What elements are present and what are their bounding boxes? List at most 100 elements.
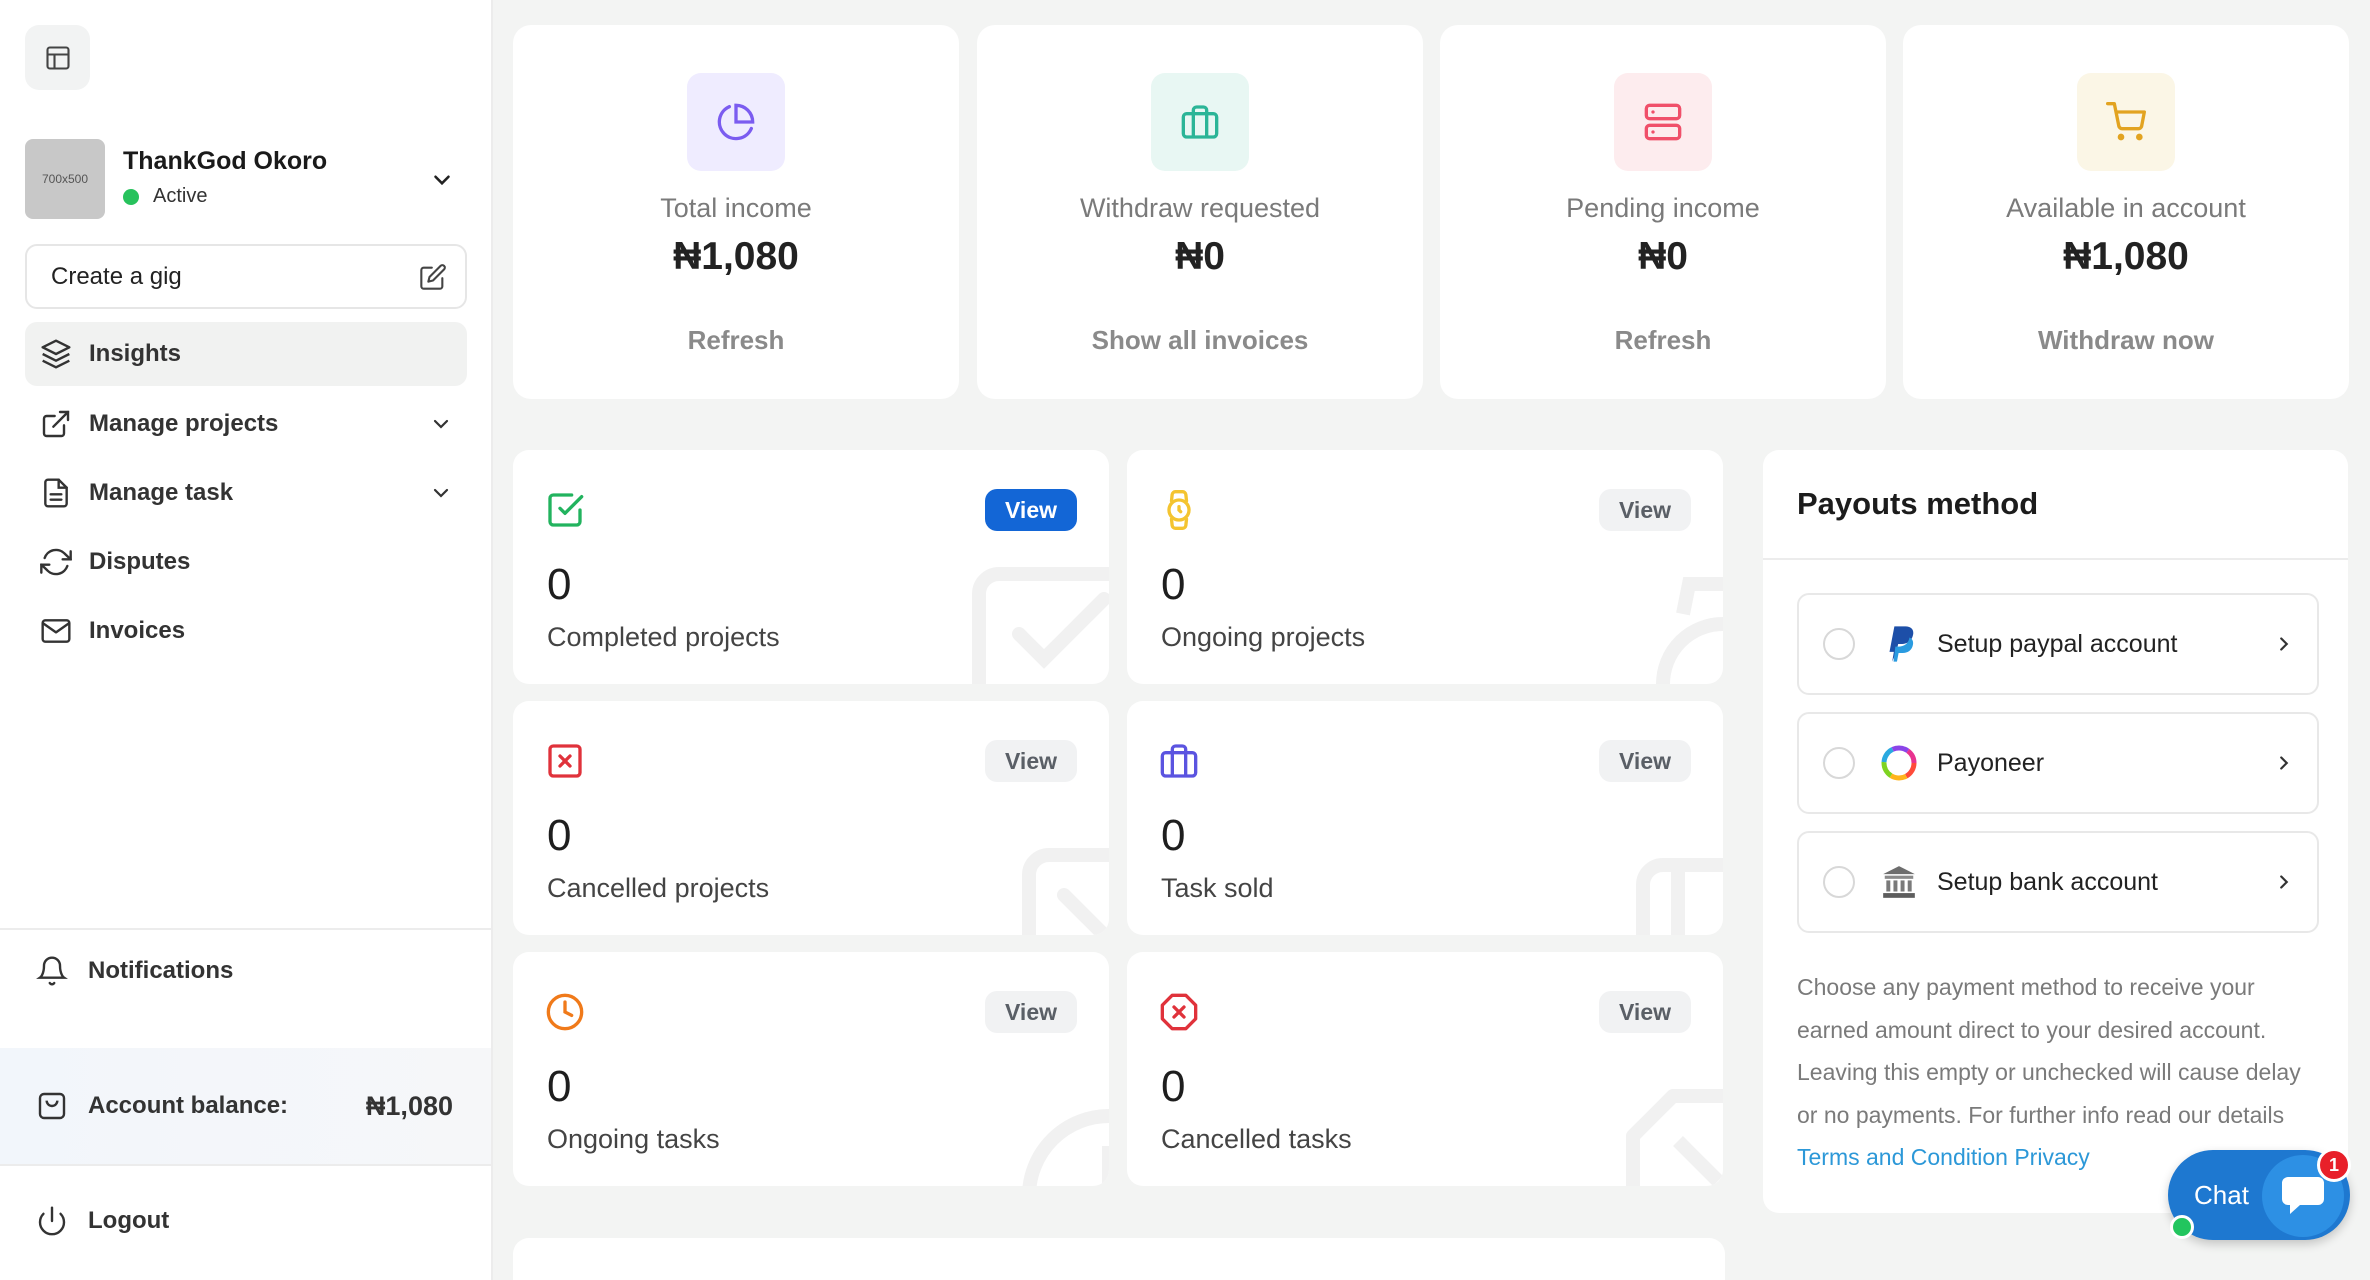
sidebar-item-label: Manage task <box>89 479 234 506</box>
create-gig-button[interactable]: Create a gig <box>25 244 467 309</box>
card-count: 0 <box>547 560 572 609</box>
view-button[interactable]: View <box>1599 489 1691 531</box>
view-button[interactable]: View <box>1599 991 1691 1033</box>
user-name: ThankGod Okoro <box>123 147 328 175</box>
payouts-method-panel: Payouts method Setup paypal account Payo… <box>1763 450 2348 1213</box>
account-balance-value: ₦1,080 <box>365 1090 453 1121</box>
account-balance: Account balance: ₦1,080 <box>0 1048 491 1164</box>
refresh-button[interactable]: Refresh <box>1614 325 1712 355</box>
withdraw-now-button[interactable]: Withdraw now <box>2038 325 2214 355</box>
payout-option-bank[interactable]: Setup bank account <box>1797 831 2319 933</box>
x-octagon-icon <box>1159 992 1199 1032</box>
sidebar-item-manage-projects[interactable]: Manage projects <box>25 392 467 456</box>
user-profile[interactable]: 700x500 ThankGod Okoro Active <box>25 139 465 219</box>
payout-option-label: Setup paypal account <box>1937 629 2178 658</box>
stat-card-pending-income: Pending income ₦0 Refresh <box>1440 25 1886 399</box>
edit-icon <box>420 263 446 290</box>
chat-label: Chat <box>2194 1180 2249 1210</box>
status-dot-icon <box>123 188 139 205</box>
card-cancelled-tasks: View 0 Cancelled tasks <box>1127 952 1723 1186</box>
payout-option-label: Setup bank account <box>1937 867 2158 896</box>
payout-option-payoneer[interactable]: Payoneer <box>1797 712 2319 814</box>
cart-icon <box>2077 73 2175 171</box>
sidebar-item-invoices[interactable]: Invoices <box>25 599 467 663</box>
divider <box>0 928 493 930</box>
shopping-bag-icon <box>36 1090 68 1122</box>
chevron-right-icon <box>2273 871 2295 893</box>
create-gig-label: Create a gig <box>51 262 182 290</box>
stat-card-available-in-account: Available in account ₦1,080 Withdraw now <box>1903 25 2349 399</box>
stat-label: Total income <box>660 193 812 223</box>
sidebar-item-label: Insights <box>89 340 182 367</box>
power-icon <box>36 1205 68 1237</box>
logout-label: Logout <box>88 1207 170 1234</box>
divider <box>1763 558 2348 560</box>
chevron-down-icon[interactable] <box>429 481 453 505</box>
account-balance-label: Account balance: <box>88 1092 289 1119</box>
user-status: Active <box>123 185 207 208</box>
terms-link[interactable]: Terms and Condition <box>1797 1144 2008 1170</box>
stat-label: Available in account <box>2006 193 2246 223</box>
card-label: Completed projects <box>547 622 780 652</box>
watch-watermark-icon <box>1656 577 1723 684</box>
sidebar-item-disputes[interactable]: Disputes <box>25 530 467 594</box>
sidebar-item-label: Invoices <box>89 617 186 644</box>
check-square-icon <box>545 490 585 530</box>
radio-button[interactable] <box>1823 628 1855 660</box>
chat-unread-badge: 1 <box>2317 1148 2351 1182</box>
card-count: 0 <box>1161 560 1186 609</box>
stat-label: Pending income <box>1566 193 1760 223</box>
view-button[interactable]: View <box>985 489 1077 531</box>
refresh-button[interactable]: Refresh <box>687 325 785 355</box>
chevron-right-icon <box>2273 633 2295 655</box>
avatar: 700x500 <box>25 139 105 219</box>
logout-button[interactable]: Logout <box>36 1205 169 1237</box>
bell-icon <box>36 955 68 987</box>
sidebar-item-insights[interactable]: Insights <box>25 322 467 386</box>
payout-option-label: Payoneer <box>1937 748 2045 777</box>
radio-button[interactable] <box>1823 747 1855 779</box>
sidebar-item-manage-task[interactable]: Manage task <box>25 461 467 525</box>
stat-card-total-income: Total income ₦1,080 Refresh <box>513 25 959 399</box>
sidebar-item-label: Disputes <box>89 548 191 575</box>
bank-icon <box>1879 862 1919 902</box>
user-status-label: Active <box>153 185 208 207</box>
notifications-label: Notifications <box>88 957 234 984</box>
online-indicator-icon <box>2170 1215 2194 1239</box>
view-button[interactable]: View <box>985 991 1077 1033</box>
notifications-link[interactable]: Notifications <box>36 955 233 987</box>
card-label: Task sold <box>1161 873 1274 903</box>
briefcase-icon <box>1151 73 1249 171</box>
layout-toggle-button[interactable] <box>25 25 90 90</box>
payout-option-paypal[interactable]: Setup paypal account <box>1797 593 2319 695</box>
stat-value: ₦1,080 <box>673 235 799 278</box>
card-count: 0 <box>1161 1062 1186 1111</box>
clock-watermark-icon <box>1022 1109 1109 1186</box>
stat-value: ₦0 <box>1638 235 1688 278</box>
payouts-note: Choose any payment method to receive you… <box>1797 966 2317 1179</box>
card-label: Cancelled tasks <box>1161 1124 1352 1154</box>
stat-value: ₦0 <box>1175 235 1225 278</box>
external-link-icon <box>39 407 73 441</box>
layout-icon <box>45 45 70 70</box>
card-ongoing-tasks: View 0 Ongoing tasks <box>513 952 1109 1186</box>
stat-value: ₦1,080 <box>2063 235 2189 278</box>
card-label: Cancelled projects <box>547 873 770 903</box>
sidebar-item-label: Manage projects <box>89 410 279 437</box>
card-ongoing-projects: View 0 Ongoing projects <box>1127 450 1723 684</box>
payoneer-icon <box>1879 743 1919 783</box>
layers-icon <box>39 337 73 371</box>
privacy-link[interactable]: Privacy <box>2014 1144 2090 1170</box>
show-all-invoices-button[interactable]: Show all invoices <box>1091 325 1309 355</box>
x-octagon-watermark-icon <box>1626 1089 1723 1186</box>
chevron-down-icon[interactable] <box>429 167 455 193</box>
briefcase-icon <box>1159 741 1199 781</box>
payouts-note-text: Choose any payment method to receive you… <box>1797 974 2301 1128</box>
radio-button[interactable] <box>1823 866 1855 898</box>
view-button[interactable]: View <box>1599 740 1691 782</box>
sidebar: 700x500 ThankGod Okoro Active Create a g… <box>0 0 493 1280</box>
chevron-down-icon[interactable] <box>429 412 453 436</box>
view-button[interactable]: View <box>985 740 1077 782</box>
pie-chart-icon <box>687 73 785 171</box>
stat-card-withdraw-requested: Withdraw requested ₦0 Show all invoices <box>977 25 1423 399</box>
